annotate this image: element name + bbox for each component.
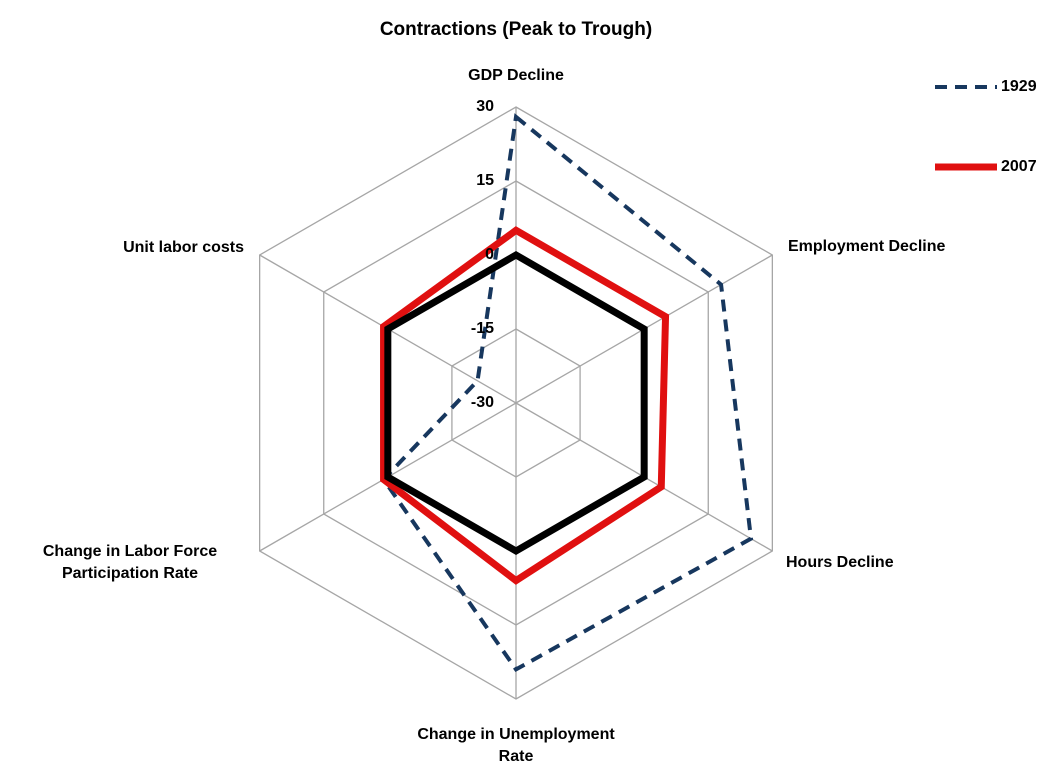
legend-label: 2007	[1001, 158, 1037, 175]
series-line	[380, 226, 670, 585]
tick-label: -30	[471, 394, 494, 411]
tick-label: -15	[471, 320, 494, 337]
chart-title: Contractions (Peak to Trough)	[380, 19, 652, 40]
category-label: Hours Decline	[786, 554, 894, 571]
category-label: Employment Decline	[788, 238, 945, 255]
legend-label: 1929	[1001, 78, 1037, 95]
category-label: Unit labor costs	[123, 239, 244, 256]
tick-label: 0	[485, 246, 494, 263]
category-label: GDP Decline	[468, 67, 564, 84]
tick-label: 15	[476, 172, 494, 189]
category-label: Change in Labor Force Participation Rate	[43, 543, 217, 582]
tick-label: 30	[476, 98, 494, 115]
series-line	[384, 250, 648, 556]
category-label: Change in Unemployment Rate	[417, 726, 615, 765]
series-line	[380, 113, 754, 673]
